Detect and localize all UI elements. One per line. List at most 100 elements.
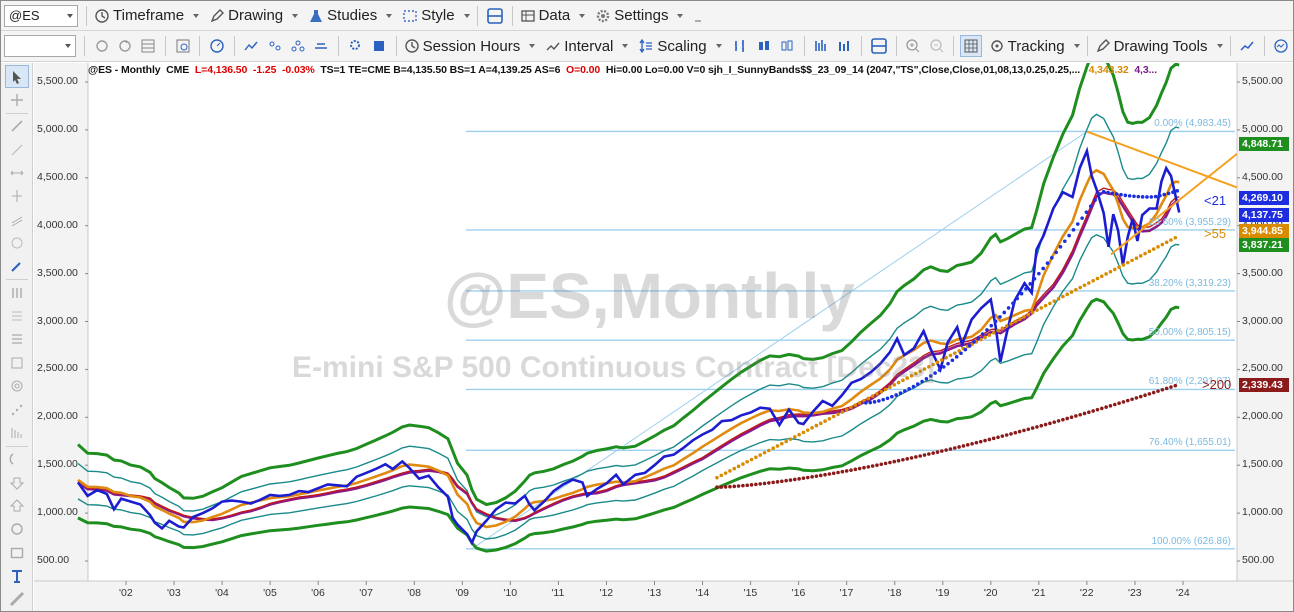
tools-gear-icon[interactable] bbox=[345, 35, 366, 57]
symbol-combo[interactable]: @ES bbox=[4, 4, 78, 27]
chevron-down-icon bbox=[1216, 44, 1223, 48]
ray-icon[interactable] bbox=[5, 138, 29, 161]
drawing-button[interactable]: Drawing bbox=[207, 4, 300, 28]
analysis-icon-4[interactable] bbox=[311, 35, 332, 57]
x-axis-label: '11 bbox=[551, 587, 565, 599]
x-axis-label: '20 bbox=[983, 587, 998, 599]
fib-fan-icon[interactable] bbox=[5, 328, 29, 351]
ellipse-icon[interactable] bbox=[5, 518, 29, 541]
ma-label: >200 bbox=[1202, 377, 1232, 392]
drawing-pen-icon[interactable] bbox=[5, 255, 29, 278]
settings-button[interactable]: Settings bbox=[593, 4, 685, 28]
status-change-pct: -0.03% bbox=[282, 64, 315, 76]
candle-chart-icon[interactable] bbox=[753, 35, 774, 57]
workspace-combo[interactable] bbox=[4, 35, 77, 57]
status-change: -1.25 bbox=[252, 64, 277, 76]
refresh-icon[interactable] bbox=[91, 35, 112, 57]
spiral-icon[interactable] bbox=[5, 374, 29, 397]
histogram-icon[interactable] bbox=[811, 35, 832, 57]
arrow-up-icon[interactable] bbox=[5, 494, 29, 517]
analysis-icon-3[interactable] bbox=[287, 35, 308, 57]
fib-retracement-icon[interactable] bbox=[5, 304, 29, 327]
trendline-icon[interactable] bbox=[5, 115, 29, 138]
arrow-down-icon[interactable] bbox=[5, 471, 29, 494]
zoom-in-icon[interactable] bbox=[903, 35, 924, 57]
gann-icon[interactable] bbox=[5, 351, 29, 374]
interval-icon bbox=[546, 42, 560, 51]
price-chart[interactable]: @ES,Monthly E-mini S&P 500 Continuous Co… bbox=[34, 63, 1293, 611]
price-badge: 4,137.75 bbox=[1239, 207, 1289, 222]
chevron-down-icon bbox=[529, 44, 536, 48]
studies-button[interactable]: Studies bbox=[306, 4, 394, 28]
layout-icon[interactable] bbox=[868, 35, 889, 57]
status-exchange: CME bbox=[166, 64, 190, 76]
interval-button[interactable]: Interval bbox=[543, 34, 630, 58]
status-symbol: @ES - Monthly bbox=[88, 64, 161, 76]
x-axis-label: '02 bbox=[119, 587, 133, 599]
y-axis-label-right: 2,000.00 bbox=[1242, 410, 1283, 423]
scaling-button[interactable]: Scaling bbox=[636, 34, 723, 58]
text-tool-icon[interactable] bbox=[5, 564, 29, 587]
crosshair-grid-icon[interactable] bbox=[960, 35, 982, 57]
data-button[interactable]: Data bbox=[518, 4, 588, 28]
price-badge: 2,339.43 bbox=[1239, 377, 1289, 392]
speedometer-icon[interactable] bbox=[206, 35, 227, 57]
bar-chart-icon[interactable] bbox=[730, 35, 751, 57]
overflow-icon[interactable] bbox=[687, 5, 709, 27]
scatter-tool-icon[interactable] bbox=[5, 398, 29, 421]
tracking-button[interactable]: Tracking bbox=[987, 34, 1082, 58]
channel-icon[interactable] bbox=[5, 208, 29, 231]
session-hours-button[interactable]: Session Hours bbox=[402, 34, 538, 58]
volume-icon[interactable] bbox=[834, 35, 855, 57]
style-icon bbox=[403, 9, 417, 22]
y-axis-label-right: 1,000.00 bbox=[1242, 506, 1283, 519]
price-badge: 3,944.85 bbox=[1239, 223, 1289, 238]
lower-outer-band bbox=[77, 297, 1180, 553]
symbol-value: @ES bbox=[9, 8, 40, 23]
globe-icon[interactable] bbox=[5, 231, 29, 254]
layout-icon[interactable] bbox=[484, 5, 506, 27]
zoom-out-icon[interactable] bbox=[926, 35, 947, 57]
lower-inner-band bbox=[77, 234, 1180, 540]
indicator-menu-icon[interactable] bbox=[1271, 35, 1292, 57]
chevron-down-icon bbox=[67, 13, 73, 18]
watermark-symbol: @ES,Monthly bbox=[444, 260, 855, 332]
hollow-candle-icon[interactable] bbox=[776, 35, 797, 57]
rectangle-icon[interactable] bbox=[5, 541, 29, 564]
y-axis-label-right: 5,000.00 bbox=[1242, 122, 1283, 135]
chart-zoom-icon[interactable] bbox=[172, 35, 193, 57]
flask-icon bbox=[310, 9, 323, 22]
chevron-down-icon bbox=[1073, 44, 1080, 48]
analysis-icon-1[interactable] bbox=[241, 35, 262, 57]
x-axis-label: '13 bbox=[647, 587, 662, 599]
tracking-label: Tracking bbox=[1007, 37, 1065, 55]
crosshair-icon[interactable] bbox=[5, 88, 29, 111]
grid-icon[interactable] bbox=[138, 35, 159, 57]
pointer-icon[interactable] bbox=[4, 65, 29, 89]
style-label: Style bbox=[421, 7, 455, 24]
fib-icon[interactable] bbox=[5, 281, 29, 304]
x-axis-label: '22 bbox=[1079, 587, 1094, 599]
interval-label: Interval bbox=[564, 37, 614, 55]
list-icon[interactable] bbox=[368, 35, 389, 57]
analysis-icon-2[interactable] bbox=[264, 35, 285, 57]
horizontal-line-icon[interactable] bbox=[5, 161, 29, 184]
vertical-line-icon[interactable] bbox=[5, 185, 29, 208]
timeframe-button[interactable]: Timeframe bbox=[92, 4, 201, 28]
fib-level-label: 38.20% (3,319.23) bbox=[1148, 277, 1231, 289]
ma-21-dots bbox=[864, 189, 1180, 405]
reload-icon[interactable] bbox=[114, 35, 135, 57]
style-button[interactable]: Style bbox=[400, 4, 471, 28]
trend-chart-icon[interactable] bbox=[1236, 35, 1257, 57]
chart-canvas[interactable] bbox=[34, 63, 1293, 611]
drawing-tools-button[interactable]: Drawing Tools bbox=[1093, 34, 1225, 58]
x-axis-label: '14 bbox=[695, 587, 710, 599]
y-axis-label-left: 1,000.00 bbox=[37, 506, 78, 519]
x-axis-label: '23 bbox=[1127, 587, 1142, 599]
cycle-lines-icon[interactable] bbox=[5, 421, 29, 444]
ruler-icon[interactable] bbox=[5, 588, 29, 611]
chevron-down-icon bbox=[463, 13, 470, 18]
arc-icon[interactable] bbox=[5, 448, 29, 471]
data-label: Data bbox=[538, 7, 571, 24]
